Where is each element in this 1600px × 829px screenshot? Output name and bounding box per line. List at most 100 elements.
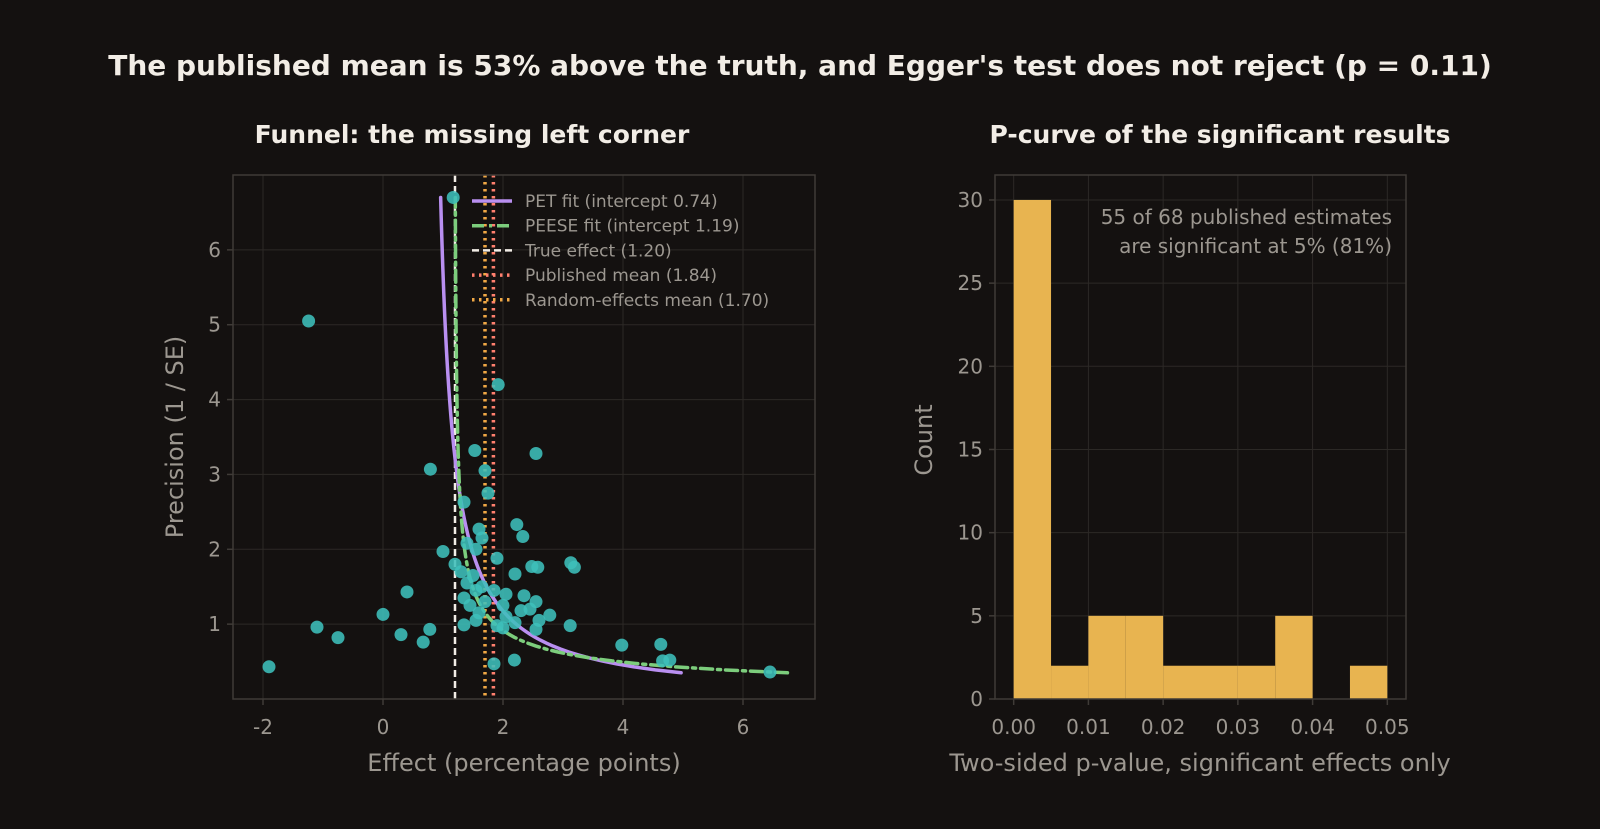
funnel-point <box>508 567 522 581</box>
funnel-point <box>469 613 483 627</box>
legend-label-peese-fit-curve: PEESE fit (intercept 1.19) <box>525 217 739 237</box>
funnel-point <box>469 583 483 597</box>
funnel-plot: Funnel: the missing left corner -2 0 2 4 6 1… <box>161 120 816 777</box>
p-curve-x-tick-label: 0.03 <box>1216 715 1261 739</box>
funnel-point <box>490 551 504 565</box>
funnel-y-ticks: 1 2 3 4 5 6 <box>208 238 233 636</box>
funnel-point <box>499 610 513 624</box>
funnel-point <box>454 565 468 579</box>
funnel-point <box>478 464 492 478</box>
p-curve-x-tick-label: 0.00 <box>991 715 1036 739</box>
p-curve-frame <box>994 174 1407 700</box>
p-curve-x-tick-label: 0.04 <box>1290 715 1335 739</box>
p-curve-x-label: Two-sided p-value, significant effects o… <box>948 749 1450 777</box>
funnel-x-tick-label: 6 <box>737 715 750 739</box>
funnel-x-tick-label: -2 <box>253 715 273 739</box>
funnel-point <box>331 631 345 645</box>
funnel-point <box>496 598 510 612</box>
legend-label-re-mean-line: Random-effects mean (1.70) <box>525 291 769 311</box>
p-curve-y-tick-label: 25 <box>958 271 983 295</box>
funnel-point <box>394 628 408 642</box>
p-curve-y-tick-label: 10 <box>958 521 983 545</box>
p-curve-bar <box>1275 615 1313 699</box>
p-curve-y-label: Count <box>910 404 938 475</box>
p-curve-x-ticks: 0.00 0.01 0.02 0.03 0.04 0.05 <box>991 699 1410 739</box>
funnel-point <box>481 486 495 500</box>
funnel-point <box>763 665 777 679</box>
funnel-point <box>529 446 543 460</box>
funnel-point <box>563 619 577 633</box>
funnel-y-label: Precision (1 / SE) <box>161 336 189 538</box>
funnel-point <box>567 560 581 574</box>
funnel-point <box>514 604 528 618</box>
funnel-x-ticks: -2 0 2 4 6 <box>253 699 749 739</box>
funnel-point <box>469 542 483 556</box>
funnel-point <box>423 622 437 636</box>
funnel-point <box>457 618 471 632</box>
funnel-x-label: Effect (percentage points) <box>367 749 680 777</box>
funnel-point <box>262 660 276 674</box>
p-curve-y-tick-label: 20 <box>958 354 983 378</box>
p-curve-bars <box>1013 199 1388 699</box>
funnel-point <box>615 638 629 652</box>
funnel-point <box>460 576 474 590</box>
funnel-points <box>262 190 777 679</box>
funnel-point <box>517 589 531 603</box>
p-curve-bar <box>1237 665 1276 699</box>
funnel-x-tick-label: 2 <box>497 715 510 739</box>
p-curve-x-tick-label: 0.05 <box>1365 715 1410 739</box>
funnel-point <box>468 443 482 457</box>
funnel-point <box>416 635 430 649</box>
p-curve-x-tick-label: 0.01 <box>1066 715 1111 739</box>
funnel-y-tick-label: 1 <box>208 612 221 636</box>
p-curve-annotation-line-1: 55 of 68 published estimates <box>1101 205 1392 229</box>
funnel-point <box>376 607 390 621</box>
funnel-point <box>491 378 505 392</box>
funnel-y-tick-label: 6 <box>208 238 221 262</box>
funnel-point <box>487 657 501 671</box>
funnel-point <box>532 613 546 627</box>
p-curve-title: P-curve of the significant results <box>989 120 1450 149</box>
funnel-y-tick-label: 5 <box>208 313 221 337</box>
legend-label-published-mean-line: Published mean (1.84) <box>525 266 717 286</box>
p-curve-bar <box>1013 199 1052 699</box>
funnel-point <box>510 518 524 532</box>
funnel-y-tick-label: 2 <box>208 537 221 561</box>
funnel-point <box>463 598 477 612</box>
p-curve-x-tick-label: 0.02 <box>1141 715 1186 739</box>
funnel-y-tick-label: 3 <box>208 462 221 486</box>
funnel-title: Funnel: the missing left corner <box>255 120 690 149</box>
p-curve-bar <box>1349 665 1388 699</box>
funnel-y-tick-label: 4 <box>208 388 221 412</box>
funnel-point <box>446 190 460 204</box>
p-curve-plot: P-curve of the significant results 0.00 0… <box>910 120 1451 777</box>
funnel-point <box>516 530 530 544</box>
p-curve-bar <box>1051 665 1089 699</box>
funnel-point <box>423 462 437 476</box>
funnel-point <box>507 653 521 667</box>
funnel-x-tick-label: 4 <box>617 715 630 739</box>
funnel-point <box>663 653 677 667</box>
funnel-x-tick-label: 0 <box>377 715 390 739</box>
funnel-legend: PET fit (intercept 0.74) PEESE fit (inter… <box>472 192 769 311</box>
funnel-point <box>654 637 668 651</box>
funnel-grid <box>233 175 815 699</box>
figure-title: The published mean is 53% above the trut… <box>108 49 1492 82</box>
p-curve-bar <box>1088 615 1126 699</box>
p-curve-bar <box>1163 665 1201 699</box>
p-curve-y-tick-label: 30 <box>958 188 983 212</box>
p-curve-y-tick-label: 5 <box>970 604 983 628</box>
funnel-point <box>478 595 492 609</box>
legend-label-pet-fit-curve: PET fit (intercept 0.74) <box>525 192 718 212</box>
funnel-point <box>499 587 513 601</box>
funnel-point <box>457 495 471 509</box>
p-curve-y-tick-label: 0 <box>970 687 983 711</box>
p-curve-bar <box>1125 615 1164 699</box>
funnel-point <box>531 560 545 574</box>
funnel-point <box>490 619 504 633</box>
funnel-point <box>543 608 557 622</box>
p-curve-y-ticks: 0 5 10 15 20 25 30 <box>958 188 995 711</box>
funnel-point <box>400 585 414 599</box>
